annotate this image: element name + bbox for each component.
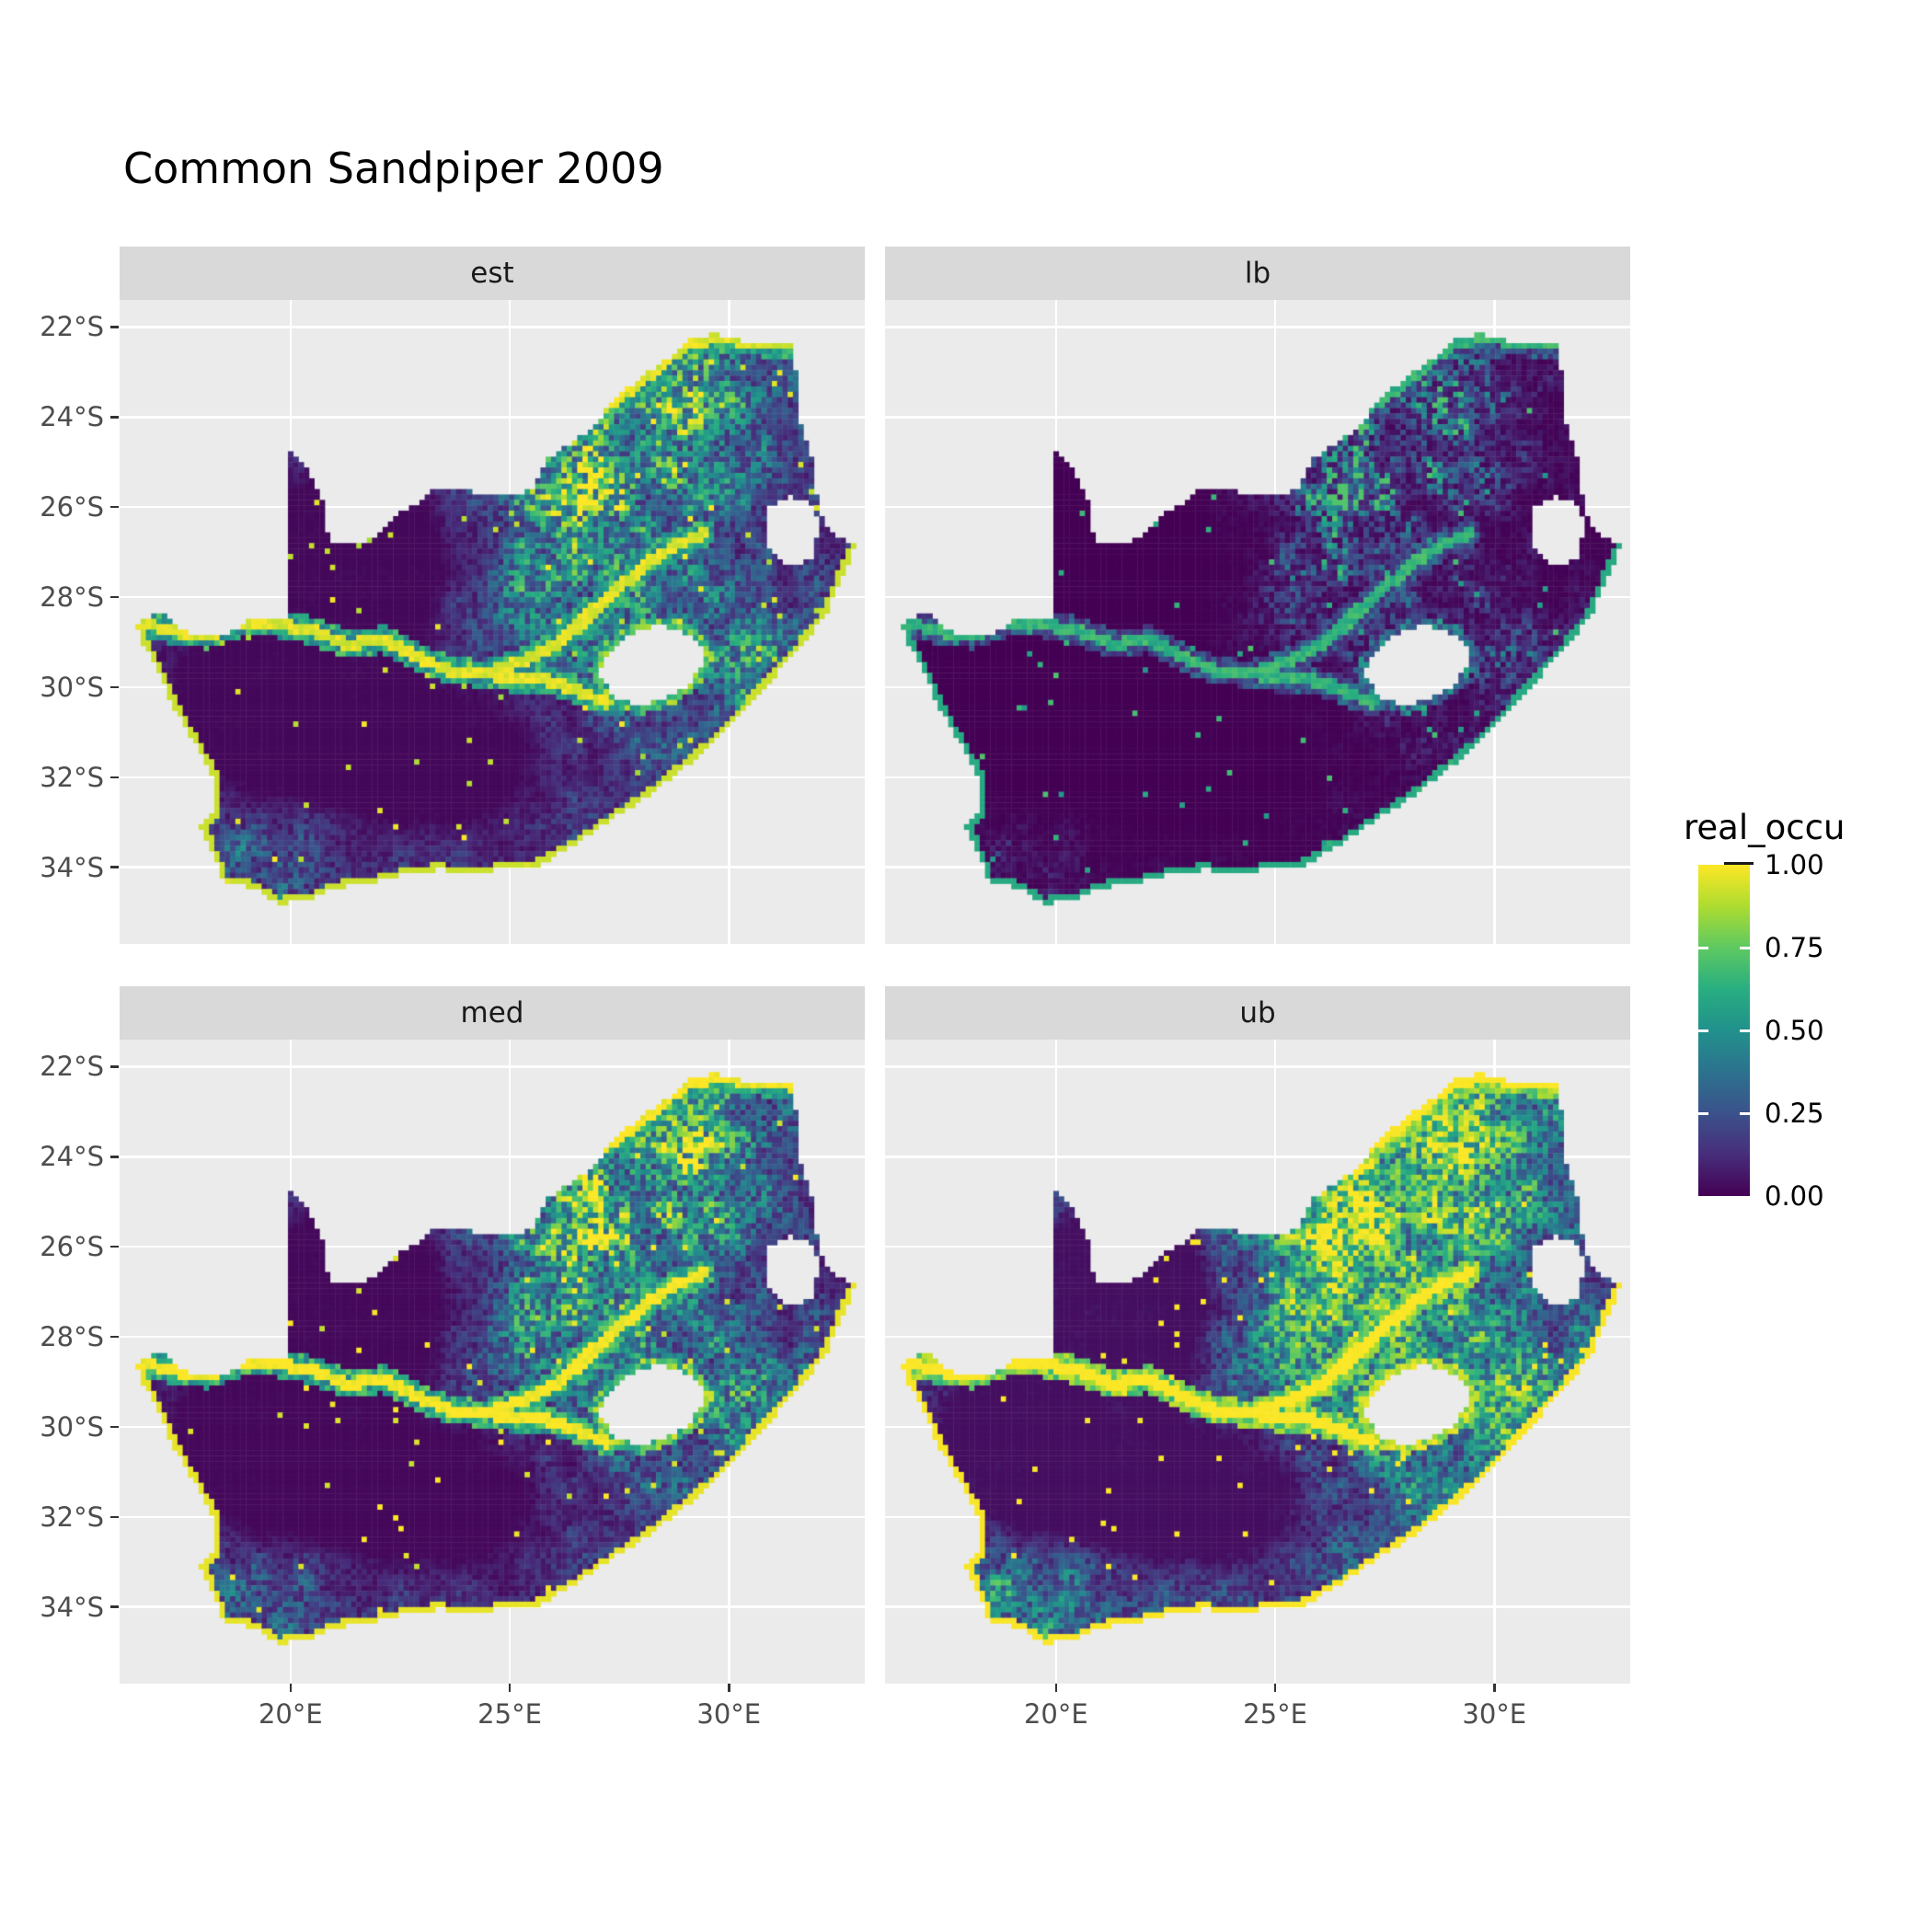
legend-break-tick [1740, 946, 1750, 949]
legend-title: real_occu [1684, 808, 1846, 847]
y-tick [110, 866, 119, 869]
map-panel-med [120, 1040, 865, 1684]
facet-strip-label: lb [1244, 257, 1271, 290]
legend-label-1.00: 1.00 [1765, 849, 1824, 880]
legend-break-tick [1740, 1111, 1750, 1115]
map-panel-lb [885, 300, 1630, 944]
facet-strip-ub: ub [885, 986, 1630, 1040]
legend-break-tick [1698, 1029, 1708, 1032]
y-axis-label: 24°S [40, 1141, 104, 1173]
legend-break-tick [1698, 946, 1708, 949]
map-canvas-med [120, 1040, 865, 1684]
facet-ub: ub [885, 986, 1630, 1684]
y-axis-label: 26°S [40, 1231, 104, 1263]
legend-label-0.25: 0.25 [1765, 1098, 1824, 1129]
map-canvas-ub [885, 1040, 1630, 1684]
y-tick [110, 1065, 119, 1068]
y-tick [110, 1335, 119, 1339]
x-axis-label: 30°E [696, 1698, 762, 1730]
legend-break-tick [1740, 1029, 1750, 1032]
facet-strip-label: ub [1239, 996, 1276, 1029]
facet-strip-label: est [470, 257, 514, 290]
y-tick [110, 415, 119, 419]
facet-strip-est: est [120, 247, 865, 300]
y-axis-label: 30°S [40, 671, 104, 703]
y-axis-label: 34°S [40, 1591, 104, 1623]
y-tick [110, 1515, 119, 1519]
facet-est: est [120, 247, 865, 944]
legend-label-0.50: 0.50 [1765, 1015, 1824, 1046]
facet-lb: lb [885, 247, 1630, 944]
y-axis-label: 26°S [40, 491, 104, 523]
legend-break-tick [1698, 1111, 1708, 1115]
y-tick [110, 1245, 119, 1248]
legend-label-0.75: 0.75 [1765, 932, 1824, 963]
x-axis-label: 25°E [477, 1698, 542, 1730]
legend-top-tick [1724, 862, 1754, 865]
facet-med: med [120, 986, 865, 1684]
y-tick [110, 776, 119, 779]
y-tick [110, 685, 119, 689]
y-axis-label: 22°S [40, 1051, 104, 1083]
x-axis-label: 20°E [1023, 1698, 1088, 1730]
y-tick [110, 595, 119, 599]
y-axis-label: 32°S [40, 761, 104, 793]
map-panel-est [120, 300, 865, 944]
x-tick [289, 1684, 293, 1692]
y-axis-label: 28°S [40, 1321, 104, 1353]
y-tick [110, 1605, 119, 1609]
x-axis-label: 30°E [1462, 1698, 1527, 1730]
map-canvas-lb [885, 300, 1630, 944]
y-axis-label: 22°S [40, 311, 104, 343]
y-axis-label: 28°S [40, 581, 104, 614]
plot-title: Common Sandpiper 2009 [123, 144, 664, 193]
x-tick [1054, 1684, 1058, 1692]
y-tick [110, 1155, 119, 1158]
facet-strip-label: med [460, 996, 524, 1029]
y-axis-label: 32°S [40, 1501, 104, 1533]
facet-strip-lb: lb [885, 247, 1630, 300]
legend-label-0.00: 0.00 [1765, 1180, 1824, 1212]
x-axis-label: 25°E [1243, 1698, 1307, 1730]
facet-strip-med: med [120, 986, 865, 1040]
y-tick [110, 1425, 119, 1429]
map-panel-ub [885, 1040, 1630, 1684]
x-axis-label: 20°E [258, 1698, 323, 1730]
y-tick [110, 505, 119, 509]
x-tick [1273, 1684, 1277, 1692]
x-tick [1492, 1684, 1496, 1692]
x-tick [727, 1684, 730, 1692]
map-canvas-est [120, 300, 865, 944]
x-tick [508, 1684, 512, 1692]
y-tick [110, 326, 119, 328]
y-axis-label: 34°S [40, 851, 104, 883]
y-axis-label: 30°S [40, 1410, 104, 1443]
y-axis-label: 24°S [40, 401, 104, 433]
